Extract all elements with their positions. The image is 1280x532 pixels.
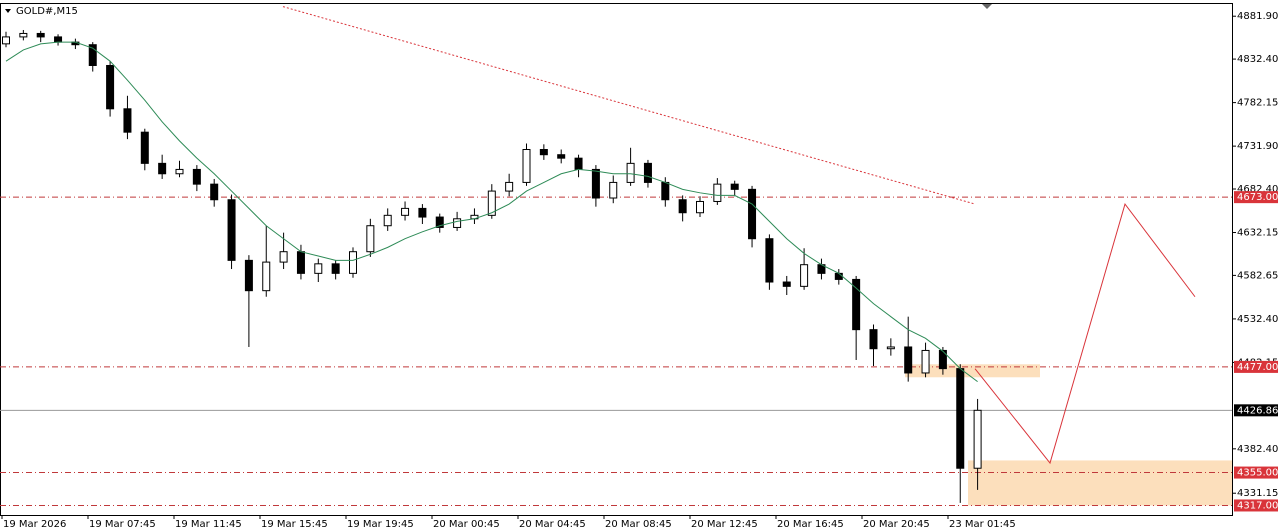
candle-body	[383, 214, 392, 227]
candle-body	[661, 181, 670, 201]
candle-body	[574, 157, 583, 170]
zone	[905, 364, 1040, 378]
y-tick-label: 4382.40	[1237, 444, 1278, 455]
x-tick-label: 23 Mar 01:45	[949, 519, 1016, 530]
candle-body	[505, 181, 514, 192]
candle-body	[748, 188, 757, 240]
candle-body	[834, 272, 843, 280]
candle-body	[349, 251, 357, 274]
level-label: 4477.00	[1237, 362, 1278, 373]
shift-marker	[982, 4, 992, 9]
candle-body	[973, 409, 982, 469]
x-tick-label: 20 Mar 16:45	[777, 519, 844, 530]
candle-body	[244, 259, 253, 292]
menu-arrow[interactable]	[5, 9, 11, 13]
level-label-box	[1234, 191, 1278, 204]
y-tick-label: 4331.15	[1237, 488, 1278, 499]
candle-body	[609, 181, 618, 199]
candle-body	[643, 162, 652, 183]
x-tick-label: 20 Mar 08:45	[605, 519, 672, 530]
candle-body	[782, 281, 791, 287]
x-tick-label: 20 Mar 00:45	[433, 519, 500, 530]
current-price-box	[1234, 404, 1278, 417]
candle-body	[192, 168, 201, 185]
candle-body	[453, 218, 462, 228]
candle-body	[522, 149, 531, 183]
candle-body	[765, 238, 774, 283]
x-tick-label: 19 Mar 07:45	[89, 519, 156, 530]
y-tick-label: 4731.90	[1237, 141, 1278, 152]
candle-body	[2, 36, 10, 45]
x-tick-label: 19 Mar 11:45	[175, 519, 242, 530]
x-tick-label: 20 Mar 20:45	[863, 519, 930, 530]
candle-body	[175, 168, 184, 175]
candle-body	[626, 162, 635, 183]
candle-body	[852, 278, 861, 331]
candle-body	[19, 32, 28, 38]
y-tick-label: 4632.15	[1237, 228, 1278, 239]
candle-body	[678, 199, 687, 214]
candle-body	[696, 200, 704, 214]
candle-body	[956, 368, 965, 469]
y-tick-label: 4832.40	[1237, 54, 1278, 65]
candle-body	[296, 251, 305, 274]
zone	[968, 460, 1232, 506]
candle-body	[158, 162, 167, 175]
candle-body	[921, 349, 930, 374]
moving-average	[5, 41, 978, 383]
candle-body	[88, 44, 97, 66]
y-tick-label: 4782.15	[1237, 98, 1278, 109]
candle-body	[123, 108, 132, 133]
candle-body	[418, 207, 427, 218]
candle-body	[539, 149, 548, 156]
candle-body	[366, 225, 375, 253]
level-label: 4355.00	[1237, 468, 1278, 479]
chart-title: GOLD#,M15	[16, 6, 78, 17]
plot-frame	[0, 3, 1233, 516]
candle-body	[886, 346, 895, 350]
candle-body	[557, 154, 566, 159]
candle-body	[904, 346, 913, 374]
candle-body	[331, 263, 340, 274]
candle-body	[279, 251, 288, 263]
candle-body	[713, 183, 722, 202]
candle-body	[800, 264, 809, 287]
x-tick-label: 20 Mar 12:45	[691, 519, 758, 530]
candle-body	[938, 349, 947, 370]
current-price-label: 4426.86	[1237, 405, 1278, 416]
projection	[974, 202, 1196, 465]
candle-body	[591, 168, 600, 199]
y-tick-label: 4532.40	[1237, 314, 1278, 325]
level-label: 4673.00	[1237, 192, 1278, 203]
level-label-box	[1234, 499, 1278, 512]
candle-body	[487, 190, 496, 216]
level-label-box	[1234, 360, 1278, 373]
candle-body	[54, 36, 63, 43]
candle-body	[730, 183, 739, 190]
x-tick-label: 19 Mar 2026	[3, 519, 66, 530]
level-label: 4317.00	[1237, 500, 1278, 511]
y-tick-label: 4682.40	[1237, 184, 1278, 195]
candle-body	[36, 32, 45, 38]
candle-body	[210, 183, 219, 201]
candle-body	[869, 329, 878, 350]
y-tick-label: 4881.90	[1237, 11, 1278, 22]
candle-body	[435, 216, 444, 228]
x-tick-label: 20 Mar 04:45	[519, 519, 586, 530]
x-tick-label: 19 Mar 19:45	[347, 519, 414, 530]
y-tick-label: 4582.65	[1237, 270, 1278, 281]
candle-body	[314, 263, 323, 274]
candle-body	[227, 199, 236, 261]
candle-body	[262, 261, 271, 292]
x-tick-label: 19 Mar 15:45	[261, 519, 328, 530]
candle-body	[401, 207, 410, 216]
candle-body	[106, 64, 115, 110]
level-label-box	[1234, 466, 1278, 479]
candle-body	[140, 131, 149, 164]
